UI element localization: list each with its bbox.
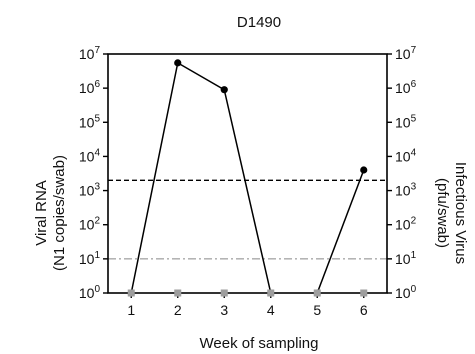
series-1-point-0 (127, 289, 135, 297)
y-axis-right-label: Infectious Virus (pfu/swab) (434, 162, 469, 264)
plot-area: 100 100 101 101 102 102 103 103 104 104 105 105 106 1… (79, 45, 417, 318)
y-tick-label-left-2: 102 (79, 216, 101, 233)
series-0 (127, 59, 368, 297)
y-tick-label-left-4: 104 (79, 147, 101, 164)
y-tick-label-right-0: 100 (395, 284, 417, 301)
y-axis-left-label: Viral RNA (N1 copies/swab) (33, 155, 68, 271)
y-tick-label-left-6: 106 (79, 79, 101, 96)
y-tick-label-right-6: 106 (395, 79, 417, 96)
series-0-line-1 (316, 169, 365, 294)
series-0-point-1 (174, 59, 182, 67)
series-1 (127, 289, 368, 297)
y-axis-right-label-line-1: Infectious Virus (452, 162, 469, 264)
y-tick-label-right-1: 101 (395, 250, 417, 267)
y-tick-label-left-1: 101 (79, 250, 101, 267)
series-1-point-3 (267, 289, 275, 297)
y-tick-label-left-5: 105 (79, 113, 101, 130)
y-tick-label-right-5: 105 (395, 113, 417, 130)
series-0-point-5 (360, 166, 368, 174)
y-axis-right-label-line-2: (pfu/swab) (434, 178, 451, 248)
y-tick-label-left-0: 100 (79, 284, 101, 301)
y-tick-label-left-3: 103 (79, 182, 101, 199)
plot-frame (107, 53, 388, 294)
y-tick-label-right-4: 104 (395, 147, 417, 164)
y-tick-label-right-2: 102 (395, 216, 417, 233)
series-0-line-0 (130, 61, 272, 294)
x-tick-label-2: 3 (220, 302, 228, 318)
series-1-point-5 (360, 289, 368, 297)
series-1-point-4 (313, 289, 321, 297)
y-tick-label-left-7: 107 (79, 45, 101, 62)
y-tick-label-right-3: 103 (395, 182, 417, 199)
x-tick-label-0: 1 (127, 302, 135, 318)
x-tick-label-4: 5 (313, 302, 321, 318)
x-axis-label: Week of sampling (200, 335, 319, 352)
series-1-point-2 (220, 289, 228, 297)
series-1-point-1 (174, 289, 182, 297)
series-0-point-2 (220, 86, 228, 94)
x-tick-label-5: 6 (360, 302, 368, 318)
y-axis-left-label-line-2: (N1 copies/swab) (51, 155, 68, 271)
y-tick-label-right-7: 107 (395, 45, 417, 62)
x-tick-label-1: 2 (174, 302, 182, 318)
y-axis-left-label-line-1: Viral RNA (33, 180, 50, 246)
chart-title: D1490 (237, 14, 281, 31)
x-tick-label-3: 4 (267, 302, 275, 318)
